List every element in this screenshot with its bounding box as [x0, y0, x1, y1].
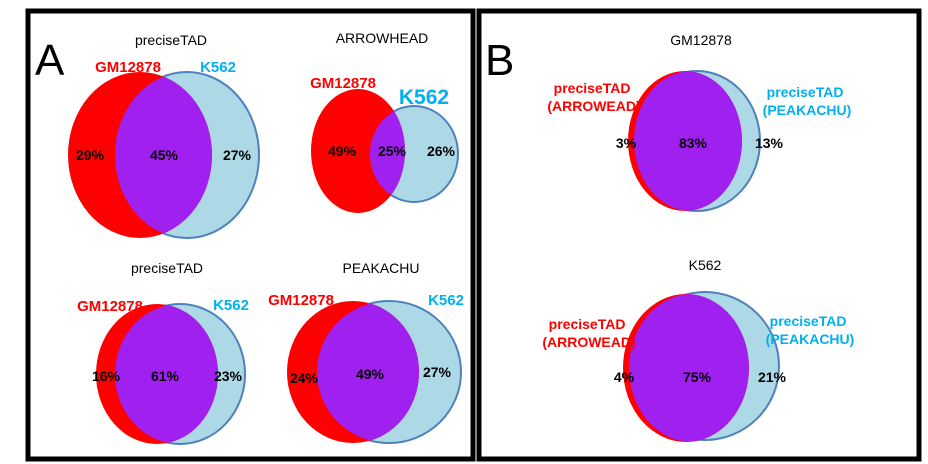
venn-title: PEAKACHU	[342, 260, 419, 276]
right-set-label-line2: (PEAKACHU)	[766, 331, 855, 347]
panel-b-letter: B	[485, 36, 514, 85]
left-only-percent: 29%	[76, 147, 105, 163]
right-set-label: preciseTAD (PEAKACHU)	[766, 313, 855, 347]
left-set-label: GM12878	[77, 298, 143, 315]
left-set-label: GM12878	[310, 75, 376, 92]
right-set-label: K562	[213, 297, 249, 314]
venn-a-peakachu: PEAKACHU GM12878 K562 24% 49% 27%	[268, 260, 464, 444]
right-only-percent: 13%	[755, 135, 784, 151]
overlap-region	[115, 72, 212, 238]
left-only-percent: 3%	[616, 135, 637, 151]
right-only-percent: 27%	[223, 147, 252, 163]
right-only-percent: 21%	[758, 369, 787, 385]
overlap-region	[629, 294, 749, 442]
right-set-label-line1: preciseTAD	[770, 313, 847, 329]
left-only-percent: 24%	[290, 370, 319, 386]
venn-title: K562	[689, 257, 722, 273]
venn-a-arrowhead: ARROWHEAD GM12878 K562 49% 25% 26%	[310, 30, 459, 213]
overlap-percent: 83%	[679, 135, 708, 151]
left-only-percent: 16%	[92, 368, 121, 384]
right-set-label: K562	[428, 292, 464, 309]
venn-a-precisetad-top: preciseTAD GM12878 K562 29% 45% 27%	[68, 32, 260, 239]
left-set-label-line2: (ARROWEAD)	[542, 334, 635, 350]
panel-b-frame	[476, 8, 922, 462]
right-set-label: K562	[399, 86, 449, 109]
left-set-label-line2: (ARROWEAD)	[547, 98, 640, 114]
right-set-label: K562	[200, 59, 236, 76]
left-set-label: GM12878	[268, 292, 334, 309]
overlap-percent: 45%	[150, 147, 179, 163]
venn-b-k562: K562 preciseTAD (ARROWEAD) preciseTAD (P…	[542, 257, 854, 442]
right-set-label-line2: (PEAKACHU)	[763, 102, 852, 118]
panel-a-letter: A	[35, 36, 65, 85]
left-set-label-line1: preciseTAD	[554, 80, 631, 96]
right-only-percent: 23%	[214, 368, 243, 384]
overlap-region	[317, 301, 419, 443]
right-set-label: preciseTAD (PEAKACHU)	[763, 84, 852, 118]
left-only-percent: 4%	[614, 369, 635, 385]
left-set-label: preciseTAD (ARROWEAD)	[542, 316, 635, 350]
left-only-percent: 49%	[328, 143, 357, 159]
left-set-label: GM12878	[95, 59, 161, 76]
overlap-region	[370, 106, 405, 202]
venn-title: ARROWHEAD	[336, 30, 429, 46]
overlap-region	[634, 71, 742, 211]
left-set-label-line1: preciseTAD	[549, 316, 626, 332]
right-set-label-line1: preciseTAD	[767, 84, 844, 100]
venn-title: preciseTAD	[135, 32, 207, 48]
overlap-percent: 25%	[378, 143, 407, 159]
panel-a-frame	[25, 8, 476, 462]
venn-title: preciseTAD	[131, 260, 203, 276]
overlap-percent: 49%	[356, 366, 385, 382]
right-only-percent: 27%	[423, 364, 452, 380]
overlap-percent: 61%	[151, 368, 180, 384]
venn-title: GM12878	[670, 32, 732, 48]
overlap-percent: 75%	[683, 369, 712, 385]
venn-b-gm12878: GM12878 preciseTAD (ARROWEAD) preciseTAD…	[547, 32, 852, 212]
right-only-percent: 26%	[427, 143, 456, 159]
venn-a-precisetad-bottom: preciseTAD GM12878 K562 16% 61% 23%	[77, 260, 249, 445]
left-set-label: preciseTAD (ARROWEAD)	[547, 80, 640, 114]
